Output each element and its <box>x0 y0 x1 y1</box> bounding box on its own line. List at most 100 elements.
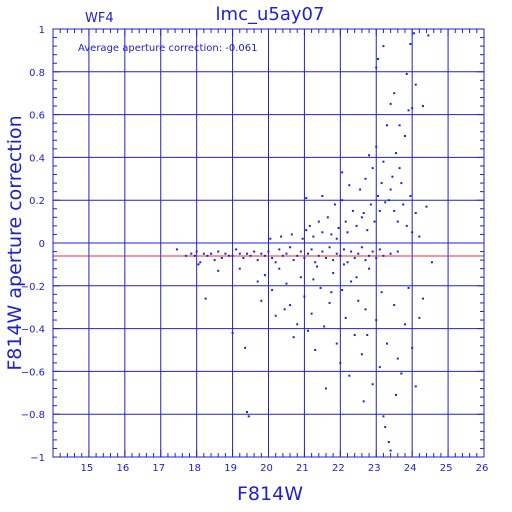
data-point <box>414 212 417 215</box>
data-point <box>256 259 259 262</box>
data-point <box>242 256 245 259</box>
chart-title: lmc_u5ay07 <box>216 4 325 25</box>
data-points <box>175 32 433 452</box>
data-point <box>317 220 320 223</box>
data-point <box>292 259 295 262</box>
data-point <box>346 231 349 234</box>
data-point <box>202 252 205 255</box>
data-point <box>411 346 414 349</box>
data-point <box>375 145 378 148</box>
data-point <box>289 246 292 249</box>
data-point <box>430 261 433 264</box>
data-point <box>253 250 256 253</box>
x-tick-label: 24 <box>404 463 417 474</box>
data-point <box>314 349 317 351</box>
data-point <box>366 334 369 337</box>
data-point <box>280 235 283 238</box>
data-point <box>289 304 292 307</box>
data-point <box>330 291 333 294</box>
data-point <box>199 261 202 264</box>
data-point <box>210 252 213 255</box>
data-point <box>395 393 398 396</box>
data-point <box>391 175 394 178</box>
data-point <box>398 124 401 127</box>
data-point <box>256 280 259 283</box>
y-tick-label: 0.4 <box>29 153 45 164</box>
average-annotation: Average aperture correction: -0.061 <box>78 43 258 54</box>
data-point <box>421 297 424 300</box>
data-point <box>378 366 381 369</box>
data-point <box>360 246 363 249</box>
data-point <box>328 301 331 304</box>
data-point <box>412 32 415 35</box>
data-point <box>175 248 178 251</box>
data-point <box>301 237 304 240</box>
data-point <box>371 250 374 253</box>
data-point <box>296 254 299 257</box>
data-point <box>355 276 358 279</box>
data-point <box>310 312 313 315</box>
data-point <box>405 224 408 227</box>
data-point <box>351 209 354 212</box>
data-point <box>398 167 401 170</box>
y-axis-label: F814W aperture correction <box>4 115 26 370</box>
data-point <box>245 252 248 255</box>
data-point <box>274 261 277 264</box>
data-point <box>220 256 223 259</box>
data-point <box>364 177 367 180</box>
data-point <box>335 252 338 255</box>
data-point <box>378 248 381 251</box>
data-point <box>231 254 234 257</box>
data-point <box>371 383 374 386</box>
data-point <box>373 220 376 223</box>
data-point <box>324 256 327 259</box>
data-point <box>204 297 207 300</box>
data-point <box>384 426 387 429</box>
data-point <box>217 269 220 272</box>
data-point <box>386 342 389 345</box>
data-point <box>362 212 365 215</box>
data-point <box>341 289 344 292</box>
data-point <box>382 160 385 163</box>
data-point <box>425 205 428 208</box>
x-tick-label: 20 <box>260 463 273 474</box>
data-point <box>278 248 281 251</box>
data-point <box>369 203 372 206</box>
x-tick-label: 26 <box>476 463 489 474</box>
data-point <box>260 299 263 302</box>
data-point <box>368 267 371 270</box>
data-point <box>269 237 272 240</box>
data-point <box>360 216 363 219</box>
data-point <box>333 203 336 206</box>
y-tick-label: 0.2 <box>29 196 45 207</box>
data-point <box>332 259 335 262</box>
data-point <box>227 254 230 257</box>
data-point <box>364 308 367 311</box>
data-point <box>375 319 378 322</box>
data-point <box>324 387 327 390</box>
data-point <box>271 256 274 259</box>
data-point <box>224 252 227 255</box>
data-point <box>342 248 345 251</box>
ticks <box>52 28 485 458</box>
data-point <box>395 152 398 155</box>
data-point <box>400 182 403 185</box>
data-point <box>344 316 347 319</box>
y-tick-labels: −1 −0.8 −0.6 −0.4 −0.2 0 0.2 0.4 0.6 0.8 1 <box>21 25 45 464</box>
data-point <box>364 259 367 262</box>
y-tick-label: −0.8 <box>21 410 45 421</box>
data-point <box>366 229 369 232</box>
data-point <box>271 289 274 292</box>
data-point <box>384 201 387 204</box>
data-point <box>321 231 324 234</box>
data-point <box>389 188 392 191</box>
data-point <box>387 441 390 444</box>
data-point <box>321 194 324 197</box>
data-point <box>380 291 383 294</box>
data-point <box>378 209 381 212</box>
data-point <box>396 220 399 223</box>
data-point <box>195 250 198 253</box>
data-point <box>346 261 349 264</box>
data-point <box>319 286 322 289</box>
data-point <box>357 252 360 255</box>
